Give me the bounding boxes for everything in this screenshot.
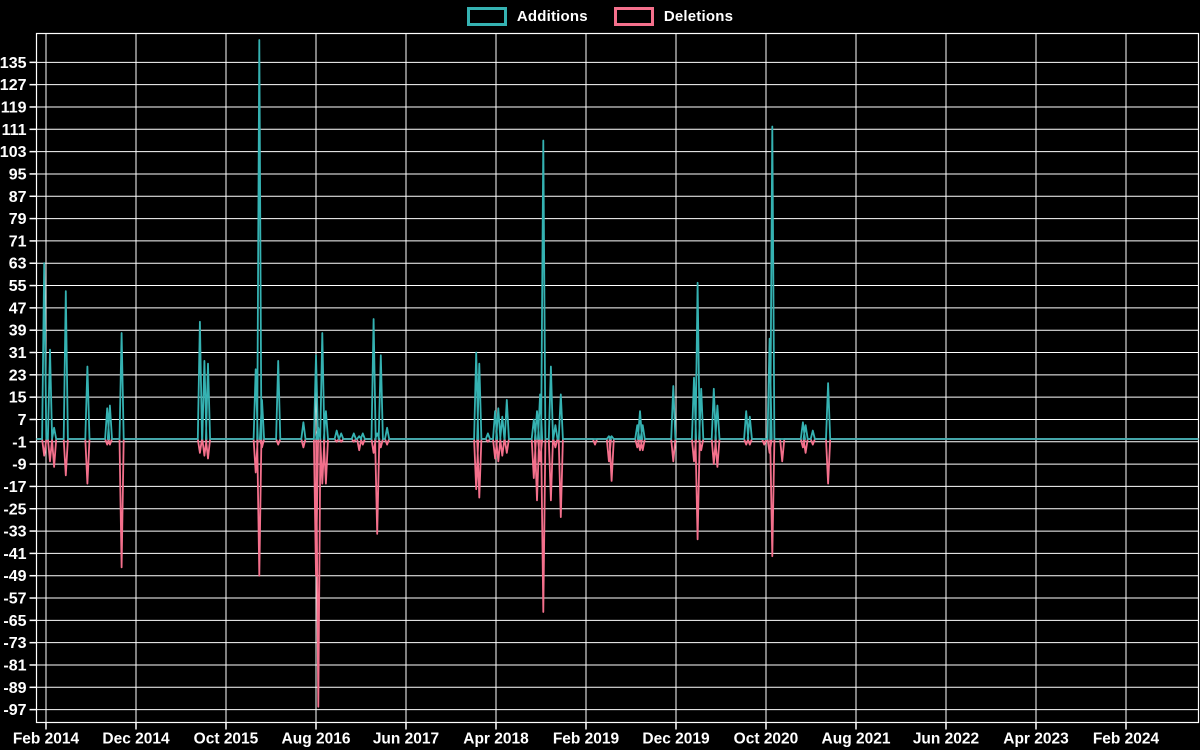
y-tick-label: 79 — [9, 211, 27, 228]
y-tick-label: -9 — [12, 457, 26, 474]
y-tick-label: 7 — [18, 412, 27, 429]
x-tick-label: Aug 2016 — [282, 731, 351, 748]
y-tick-label: 39 — [9, 323, 27, 340]
y-tick-label: -17 — [3, 479, 26, 496]
x-tick-label: Dec 2019 — [642, 731, 710, 748]
y-tick-label: -33 — [3, 524, 26, 541]
x-tick-label: Feb 2024 — [1093, 731, 1160, 748]
y-tick-label: -89 — [3, 680, 26, 697]
x-tick-label: Feb 2014 — [13, 731, 80, 748]
additions-swatch-icon — [466, 7, 507, 26]
legend-item-deletions: Deletions — [613, 7, 734, 26]
y-tick-label: 63 — [9, 256, 27, 273]
x-tick-label: Dec 2014 — [102, 731, 170, 748]
x-tick-label: Feb 2019 — [553, 731, 620, 748]
y-tick-label: -81 — [3, 657, 26, 674]
x-tick-label: Apr 2023 — [1003, 731, 1069, 748]
legend-label-deletions: Deletions — [663, 8, 734, 25]
y-tick-label: 23 — [9, 367, 27, 384]
x-tick-label: Jun 2022 — [913, 731, 979, 748]
x-tick-label: Aug 2021 — [822, 731, 891, 748]
y-tick-label: 47 — [9, 300, 27, 317]
x-tick-label: Oct 2020 — [734, 731, 799, 748]
deletions-swatch-icon — [613, 7, 654, 26]
y-tick-label: 95 — [9, 166, 27, 183]
plot-border — [35, 32, 1200, 724]
x-tick-label: Jun 2017 — [373, 731, 439, 748]
y-tick-label: -65 — [3, 613, 26, 630]
legend: Additions Deletions — [0, 7, 1200, 26]
y-tick-label: 87 — [9, 189, 27, 206]
y-tick-label: 119 — [1, 99, 27, 116]
y-tick-label: 103 — [0, 144, 27, 161]
y-tick-label: 55 — [9, 278, 27, 295]
y-tick-label: -49 — [3, 568, 26, 585]
x-tick-label: Oct 2015 — [194, 731, 259, 748]
y-tick-label: 135 — [0, 55, 27, 72]
y-tick-label: -97 — [3, 702, 26, 719]
y-tick-label: -1 — [12, 434, 26, 451]
deletions-line — [36, 438, 1199, 708]
y-tick-label: 71 — [9, 233, 27, 250]
additions-line — [36, 39, 1199, 440]
y-tick-label: -73 — [3, 635, 26, 652]
y-tick-label: 15 — [9, 390, 27, 407]
x-tick-label: Apr 2018 — [463, 731, 529, 748]
y-tick-label: 127 — [0, 77, 27, 94]
y-tick-label: -57 — [3, 591, 26, 608]
y-tick-label: 31 — [9, 345, 27, 362]
y-tick-label: -41 — [3, 546, 26, 563]
legend-item-additions: Additions — [466, 7, 588, 26]
y-tick-label: 111 — [2, 122, 27, 139]
legend-label-additions: Additions — [516, 8, 588, 25]
y-tick-label: -25 — [3, 501, 26, 518]
